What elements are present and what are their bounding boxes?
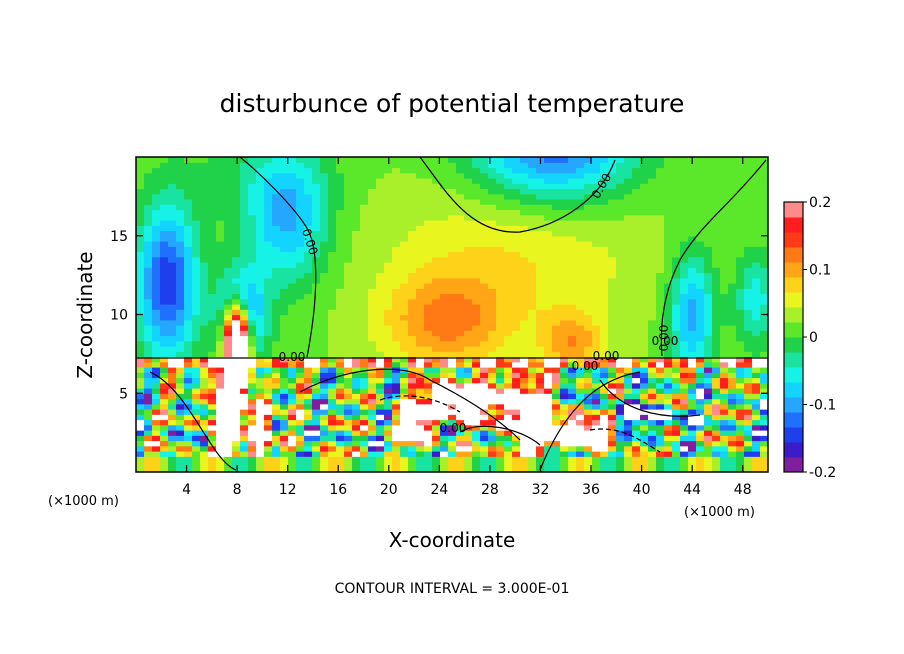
x-tick-label: 8 xyxy=(233,482,242,498)
contour-line xyxy=(149,371,237,471)
colorbar-swatch xyxy=(784,427,803,443)
colorbar-swatch xyxy=(784,367,803,383)
colorbar-swatch xyxy=(784,232,803,248)
colorbar-swatch xyxy=(784,277,803,293)
x-unit-right: (×1000 m) xyxy=(684,505,755,520)
contour-line xyxy=(239,157,317,358)
y-axis-label: Z-coordinate xyxy=(73,251,97,378)
colorbar-swatch xyxy=(784,457,803,473)
x-tick-label: 32 xyxy=(532,482,550,498)
contour-line xyxy=(419,157,616,233)
colorbar-tick-label: 0 xyxy=(809,330,818,346)
colorbar-swatch xyxy=(784,397,803,413)
x-tick-label: 12 xyxy=(279,482,297,498)
colorbar-swatch xyxy=(784,247,803,263)
x-tick-label: 44 xyxy=(683,482,701,498)
colorbar: -0.2 -0.1 0 0.1 0.2 xyxy=(783,195,836,481)
x-tick-label: 24 xyxy=(430,482,448,498)
colorbar-swatch xyxy=(784,217,803,233)
colorbar-swatch xyxy=(784,337,803,353)
contour-label: 0.00 xyxy=(657,325,671,352)
x-tick-label: 28 xyxy=(481,482,499,498)
colorbar-tick-label: -0.2 xyxy=(809,465,836,481)
contour-line xyxy=(539,371,641,471)
contour-label: 0.00 xyxy=(572,359,599,373)
x-axis-label: X-coordinate xyxy=(389,528,516,552)
y-tick-label: 15 xyxy=(110,229,128,245)
colorbar-swatch xyxy=(784,322,803,338)
colorbar-swatch xyxy=(784,442,803,458)
contour-line-negative xyxy=(379,395,461,413)
colorbar-swatch xyxy=(784,382,803,398)
x-tick-label: 16 xyxy=(329,482,347,498)
contour-label: 0.00 xyxy=(440,421,467,435)
contour-line-negative xyxy=(589,428,661,453)
heatmap-field xyxy=(136,157,768,472)
colorbar-tick-label: -0.1 xyxy=(809,398,836,414)
contour-line xyxy=(299,368,521,441)
chart-title: disturbunce of potential temperature xyxy=(220,89,685,118)
contour-label: 0.00 xyxy=(279,350,306,364)
x-tick-label: 20 xyxy=(380,482,398,498)
contour-interval-note: CONTOUR INTERVAL = 3.000E-01 xyxy=(335,581,570,597)
y-tick-label: 5 xyxy=(119,386,128,402)
x-tick-label: 40 xyxy=(633,482,651,498)
colorbar-swatch xyxy=(784,292,803,308)
contour-label: 0.00 xyxy=(593,349,620,363)
contour-line xyxy=(599,379,701,417)
colorbar-swatch xyxy=(784,262,803,278)
colorbar-tick-label: 0.1 xyxy=(809,263,831,279)
x-tick-label: 48 xyxy=(734,482,752,498)
x-unit-left: (×1000 m) xyxy=(48,494,119,509)
contour-line xyxy=(459,425,541,446)
x-tick-label: 36 xyxy=(582,482,600,498)
y-tick-label: 10 xyxy=(110,308,128,324)
x-tick-label: 4 xyxy=(182,482,191,498)
colorbar-tick-label: 0.2 xyxy=(809,195,831,211)
contour-label: 0.00 xyxy=(652,334,679,348)
colorbar-swatch xyxy=(784,352,803,368)
colorbar-swatch xyxy=(784,412,803,428)
contour-line xyxy=(660,159,767,357)
colorbar-swatch xyxy=(784,307,803,323)
colorbar-swatch xyxy=(784,202,803,218)
